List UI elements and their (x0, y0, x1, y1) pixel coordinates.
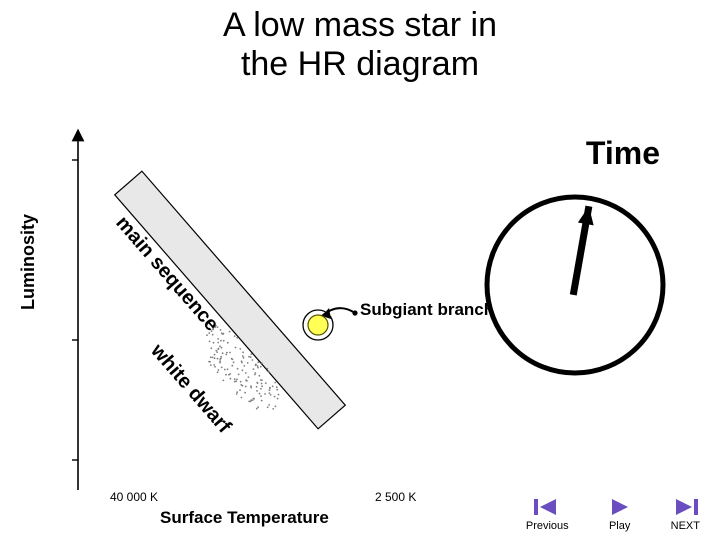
next-label: NEXT (671, 520, 700, 532)
title-line-2: the HR diagram (241, 45, 479, 83)
x-tick-right: 2 500 K (375, 490, 416, 504)
subgiant-label: Subgiant branch (360, 300, 494, 320)
previous-icon (534, 497, 560, 517)
previous-button[interactable]: Previous (526, 497, 569, 532)
clock (480, 190, 670, 380)
title-line-1: A low mass star in (223, 6, 497, 44)
white-dwarf-label: white dwarf (146, 340, 236, 438)
star-dot (308, 315, 328, 335)
main-sequence-label: main sequence (111, 212, 223, 336)
play-label: Play (609, 520, 630, 532)
y-axis-label: Luminosity (18, 214, 39, 310)
play-icon (609, 497, 631, 517)
previous-label: Previous (526, 520, 569, 532)
star-ring (303, 310, 333, 340)
play-button[interactable]: Play (609, 497, 631, 532)
subgiant-arrow (322, 308, 358, 319)
time-label: Time (586, 135, 660, 172)
page-title: A low mass star in the HR diagram (0, 0, 720, 84)
x-tick-left: 40 000 K (110, 490, 158, 504)
main-sequence-band (115, 171, 346, 429)
white-dwarf-region (206, 325, 279, 410)
next-icon (672, 497, 698, 517)
next-button[interactable]: NEXT (671, 497, 700, 532)
nav-controls: Previous Play NEXT (526, 497, 700, 532)
x-axis-label: Surface Temperature (160, 508, 329, 528)
